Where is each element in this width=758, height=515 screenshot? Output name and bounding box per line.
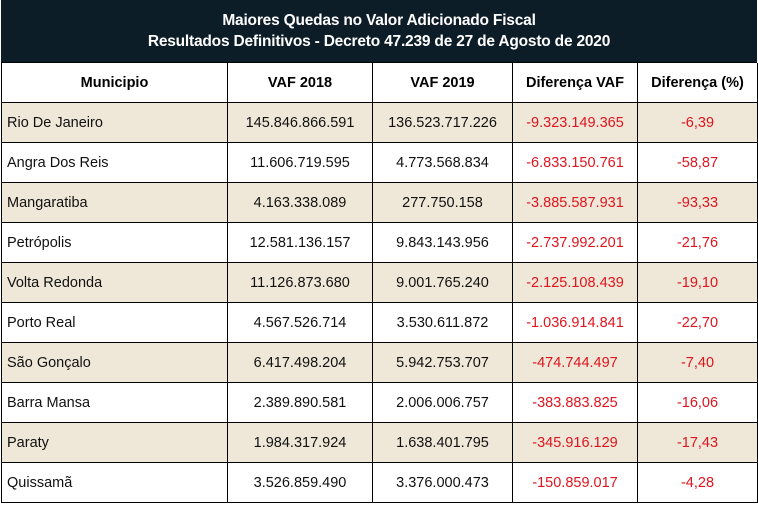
table-row: São Gonçalo 6.417.498.204 5.942.753.707 -47… (1, 342, 758, 383)
cell-vaf-2019: 277.750.158 (372, 182, 513, 223)
table-row: Barra Mansa 2.389.890.581 2.006.006.757 -38… (1, 382, 758, 423)
column-header-vaf-2019: VAF 2019 (372, 63, 513, 103)
cell-vaf-2019: 9.001.765.240 (372, 262, 513, 303)
cell-diferenca-vaf: -3.885.587.931 (512, 182, 638, 223)
cell-diferenca-pct: -4,28 (637, 462, 758, 503)
cell-diferenca-pct: -21,76 (637, 222, 758, 263)
cell-vaf-2019: 3.530.611.872 (372, 302, 513, 343)
cell-municipio: Petrópolis (1, 222, 228, 263)
cell-diferenca-pct: -22,70 (637, 302, 758, 343)
cell-vaf-2018: 1.984.317.924 (227, 422, 373, 463)
table-row: Angra Dos Reis 11.606.719.595 4.773.568.83… (1, 142, 758, 183)
cell-municipio: Volta Redonda (1, 262, 228, 303)
title-banner: Maiores Quedas no Valor Adicionado Fisca… (1, 0, 757, 64)
cell-vaf-2018: 6.417.498.204 (227, 342, 373, 383)
header-row: Municipio VAF 2018 VAF 2019 Diferença VA… (1, 63, 758, 103)
cell-diferenca-pct: -16,06 (637, 382, 758, 423)
cell-vaf-2019: 136.523.717.226 (372, 102, 513, 143)
cell-diferenca-vaf: -1.036.914.841 (512, 302, 638, 343)
title-line-2: Resultados Definitivos - Decreto 47.239 … (147, 33, 611, 50)
cell-diferenca-pct: -19,10 (637, 262, 758, 303)
cell-diferenca-pct: -7,40 (637, 342, 758, 383)
cell-vaf-2018: 12.581.136.157 (227, 222, 373, 263)
table-row: Porto Real 4.567.526.714 3.530.611.872 -1.0… (1, 302, 758, 343)
table-row: Rio De Janeiro 145.846.866.591 136.523.717… (1, 102, 758, 143)
vaf-table: Municipio VAF 2018 VAF 2019 Diferença VA… (1, 63, 758, 503)
cell-municipio: Porto Real (1, 302, 228, 343)
cell-diferenca-vaf: -6.833.150.761 (512, 142, 638, 183)
cell-vaf-2018: 11.606.719.595 (227, 142, 373, 183)
cell-diferenca-pct: -58,87 (637, 142, 758, 183)
cell-diferenca-pct: -6,39 (637, 102, 758, 143)
cell-vaf-2018: 11.126.873.680 (227, 262, 373, 303)
cell-diferenca-vaf: -2.125.108.439 (512, 262, 638, 303)
cell-diferenca-vaf: -383.883.825 (512, 382, 638, 423)
cell-diferenca-pct: -17,43 (637, 422, 758, 463)
cell-diferenca-vaf: -9.323.149.365 (512, 102, 638, 143)
cell-vaf-2018: 145.846.866.591 (227, 102, 373, 143)
cell-vaf-2018: 3.526.859.490 (227, 462, 373, 503)
cell-municipio: São Gonçalo (1, 342, 228, 383)
cell-vaf-2019: 2.006.006.757 (372, 382, 513, 423)
cell-vaf-2018: 4.567.526.714 (227, 302, 373, 343)
cell-municipio: Angra Dos Reis (1, 142, 228, 183)
table-row: Mangaratiba 4.163.338.089 277.750.158 -3.88… (1, 182, 758, 223)
cell-vaf-2019: 1.638.401.795 (372, 422, 513, 463)
cell-municipio: Mangaratiba (1, 182, 228, 223)
cell-vaf-2019: 5.942.753.707 (372, 342, 513, 383)
cell-diferenca-vaf: -345.916.129 (512, 422, 638, 463)
column-header-diferenca-pct: Diferença (%) (637, 63, 758, 103)
cell-vaf-2019: 4.773.568.834 (372, 142, 513, 183)
title-line-1: Maiores Quedas no Valor Adicionado Fisca… (222, 12, 536, 29)
table-row: Quissamã 3.526.859.490 3.376.000.473 -150.8… (1, 462, 758, 503)
cell-vaf-2019: 3.376.000.473 (372, 462, 513, 503)
column-header-vaf-2018: VAF 2018 (227, 63, 373, 103)
cell-vaf-2019: 9.843.143.956 (372, 222, 513, 263)
cell-diferenca-vaf: -474.744.497 (512, 342, 638, 383)
cell-vaf-2018: 4.163.338.089 (227, 182, 373, 223)
cell-diferenca-vaf: -2.737.992.201 (512, 222, 638, 263)
cell-municipio: Barra Mansa (1, 382, 228, 423)
table-row: Petrópolis 12.581.136.157 9.843.143.956 -2.… (1, 222, 758, 263)
column-header-diferenca-vaf: Diferença VAF (512, 63, 638, 103)
cell-diferenca-vaf: -150.859.017 (512, 462, 638, 503)
table-row: Paraty 1.984.317.924 1.638.401.795 -345.916… (1, 422, 758, 463)
column-header-municipio: Municipio (1, 63, 228, 103)
cell-diferenca-pct: -93,33 (637, 182, 758, 223)
cell-municipio: Quissamã (1, 462, 228, 503)
cell-municipio: Rio De Janeiro (1, 102, 228, 143)
table-row: Volta Redonda 11.126.873.680 9.001.765.240… (1, 262, 758, 303)
cell-vaf-2018: 2.389.890.581 (227, 382, 373, 423)
cell-municipio: Paraty (1, 422, 228, 463)
